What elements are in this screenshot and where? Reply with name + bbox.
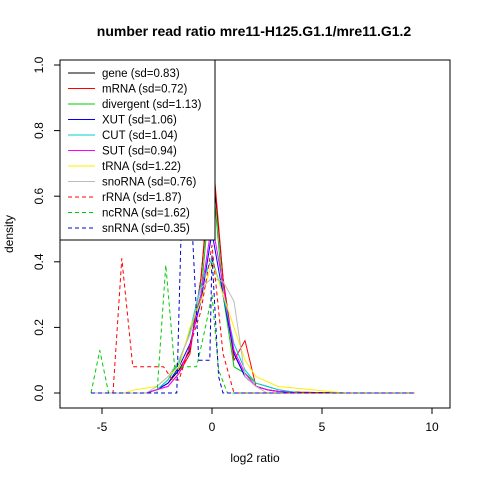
legend-label: rRNA (sd=1.87) [102,192,182,204]
series-line [91,221,415,394]
legend-label: snoRNA (sd=0.76) [102,177,196,189]
x-tick-label: 10 [425,420,439,434]
legend-label: XUT (sd=1.06) [102,115,177,127]
series-line [91,261,415,394]
legend-label: mRNA (sd=0.72) [102,84,187,96]
series-line [91,228,415,394]
chart-title: number read ratio mre11-H125.G1.1/mre11.… [97,23,412,39]
x-tick-label: 0 [209,420,216,434]
legend-label: snRNA (sd=0.35) [102,223,190,235]
series-line [91,244,415,394]
y-tick-label: 0.8 [32,122,46,139]
y-tick-label: 0.4 [32,253,46,270]
legend-label: divergent (sd=1.13) [102,99,202,111]
y-tick-label: 0.6 [32,188,46,205]
x-axis-label: log2 ratio [230,451,280,465]
y-tick-label: 0.0 [32,384,46,401]
legend-label: SUT (sd=0.94) [102,146,177,158]
legend-label: gene (sd=0.83) [102,68,180,80]
series-line [91,277,415,394]
y-tick-label: 0.2 [32,319,46,336]
series-line [91,231,415,394]
legend-label: tRNA (sd=1.22) [102,161,181,173]
legend-label: ncRNA (sd=1.62) [102,208,190,220]
y-axis-label: density [2,215,16,253]
legend: gene (sd=0.83) mRNA (sd=0.72) divergent (s… [59,59,216,241]
x-tick-label: -5 [97,420,108,434]
y-tick-label: 1.0 [32,56,46,73]
x-tick-label: 5 [319,420,326,434]
legend-label: CUT (sd=1.04) [102,130,178,142]
series-lines [90,146,415,394]
